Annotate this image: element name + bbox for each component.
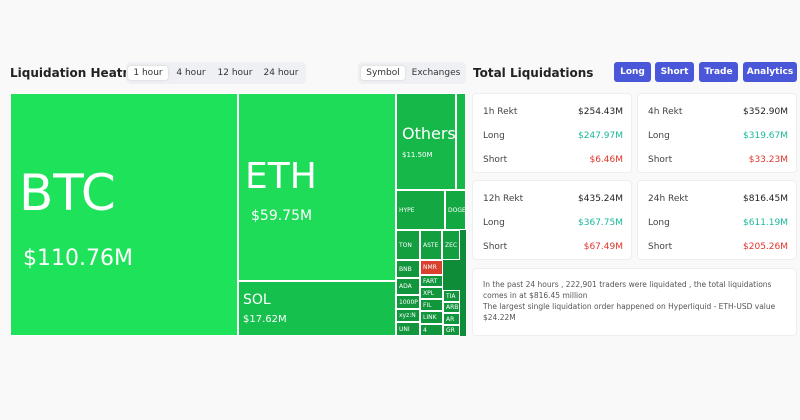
rekt-card: 12h Rekt $435.24M Long $367.75M Short $67.49M	[472, 180, 632, 260]
heatmap-tile[interactable]: UNI	[396, 322, 420, 336]
heatmap-tile[interactable]: ARB	[443, 302, 460, 313]
heatmap-tile[interactable]: ASTE	[420, 230, 442, 260]
card-label: Long	[648, 218, 670, 228]
heatmap-tile[interactable]: ZEC	[442, 230, 460, 260]
card-label: Short	[483, 155, 508, 165]
heatmap-tile[interactable]: 1000P	[396, 295, 420, 309]
card-label: 24h Rekt	[648, 194, 689, 204]
card-label: Long	[483, 131, 505, 141]
summary-line: The largest single liquidation order hap…	[483, 302, 776, 322]
heatmap-tile[interactable]: ADA	[396, 278, 420, 295]
trade-button[interactable]: Trade	[699, 62, 738, 82]
card-label: 4h Rekt	[648, 107, 683, 117]
summary: In the past 24 hours , 222,901 traders w…	[472, 268, 797, 336]
short-button[interactable]: Short	[655, 62, 694, 82]
card-value: $254.43M	[578, 107, 623, 117]
card-value: $205.26M	[743, 242, 788, 252]
heatmap-tile[interactable]: xyz:N	[396, 309, 420, 322]
card-value: $6.46M	[589, 155, 623, 165]
tile-value: $59.75M	[251, 208, 313, 224]
heatmap-tile[interactable]: BNB	[396, 260, 420, 278]
rekt-card: 24h Rekt $816.45M Long $611.19M Short $205.26…	[637, 180, 797, 260]
heatmap: BTC $110.76M ETH $59.75M SOL $17.62M Others $11…	[10, 93, 466, 336]
rekt-card: 4h Rekt $352.90M Long $319.67M Short $33.23M	[637, 93, 797, 173]
tile-label: SOL	[243, 292, 271, 308]
heatmap-tile[interactable]	[456, 93, 466, 190]
view-tab[interactable]: Symbol	[361, 66, 405, 80]
heatmap-tile[interactable]: TIA	[443, 290, 460, 302]
heatmap-tile[interactable]: FART	[420, 275, 443, 287]
card-value: $67.49M	[583, 242, 623, 252]
card-label: 1h Rekt	[483, 107, 518, 117]
card-label: 12h Rekt	[483, 194, 524, 204]
heatmap-tile[interactable]: XPL	[420, 287, 443, 299]
card-label: Short	[648, 155, 673, 165]
summary-line: In the past 24 hours , 222,901 traders w…	[483, 280, 772, 300]
analytics-button[interactable]: Analytics	[743, 62, 797, 82]
totals-title: Total Liquidations	[473, 66, 594, 80]
card-value: $352.90M	[743, 107, 788, 117]
heatmap-tile[interactable]: Others $11.50M	[396, 93, 456, 190]
card-label: Short	[648, 242, 673, 252]
tile-label: ETH	[245, 156, 317, 197]
heatmap-tile[interactable]: FIL	[420, 299, 443, 311]
heatmap-tile[interactable]: BTC $110.76M	[10, 93, 238, 336]
view-tab[interactable]: Exchanges	[411, 68, 461, 78]
card-value: $435.24M	[578, 194, 623, 204]
card-value: $816.45M	[743, 194, 788, 204]
heatmap-tile[interactable]: SOL $17.62M	[238, 281, 396, 336]
heatmap-tile[interactable]: ETH $59.75M	[238, 93, 396, 281]
tile-value: $17.62M	[243, 314, 287, 325]
card-label: Long	[483, 218, 505, 228]
heatmap-tile[interactable]: DOGE	[445, 190, 466, 230]
tile-label: Others	[402, 124, 456, 143]
heatmap-tile[interactable]: NMR	[420, 260, 443, 275]
card-label: Long	[648, 131, 670, 141]
tile-value: $11.50M	[402, 151, 433, 159]
heatmap-tile[interactable]: HYPE	[396, 190, 445, 230]
long-button[interactable]: Long	[614, 62, 651, 82]
heatmap-tile[interactable]: 4	[420, 324, 443, 336]
heatmap-tile[interactable]: TON	[396, 230, 420, 260]
card-value: $611.19M	[743, 218, 788, 228]
card-label: Short	[483, 242, 508, 252]
time-tabs	[126, 62, 306, 84]
heatmap-tile[interactable]: LINK	[420, 311, 443, 324]
tile-label: BTC	[19, 164, 116, 222]
card-value: $33.23M	[748, 155, 788, 165]
card-value: $247.97M	[578, 131, 623, 141]
rekt-card: 1h Rekt $254.43M Long $247.97M Short $6.46M	[472, 93, 632, 173]
heatmap-tile[interactable]: AR	[443, 313, 460, 325]
time-tab[interactable]: 24 hour	[263, 68, 299, 78]
card-value: $367.75M	[578, 218, 623, 228]
heatmap-title: Liquidation Heatmap	[10, 66, 152, 80]
tile-value: $110.76M	[23, 246, 133, 271]
time-tab[interactable]: 4 hour	[176, 68, 206, 78]
heatmap-tile[interactable]: GR	[443, 325, 460, 336]
time-tab[interactable]: 12 hour	[217, 68, 253, 78]
card-value: $319.67M	[743, 131, 788, 141]
time-tab[interactable]: 1 hour	[128, 66, 168, 80]
